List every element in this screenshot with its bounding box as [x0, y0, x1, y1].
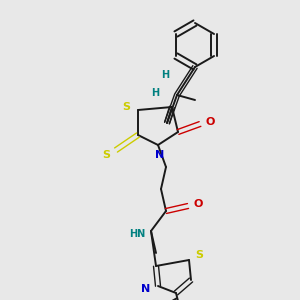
Text: H: H [151, 88, 159, 98]
Text: O: O [193, 199, 203, 209]
Text: N: N [155, 150, 165, 160]
Text: S: S [195, 250, 203, 260]
Text: H: H [161, 70, 169, 80]
Text: HN: HN [129, 229, 145, 239]
Text: O: O [205, 117, 215, 127]
Text: S: S [102, 150, 110, 160]
Text: S: S [122, 102, 130, 112]
Text: N: N [141, 284, 151, 294]
